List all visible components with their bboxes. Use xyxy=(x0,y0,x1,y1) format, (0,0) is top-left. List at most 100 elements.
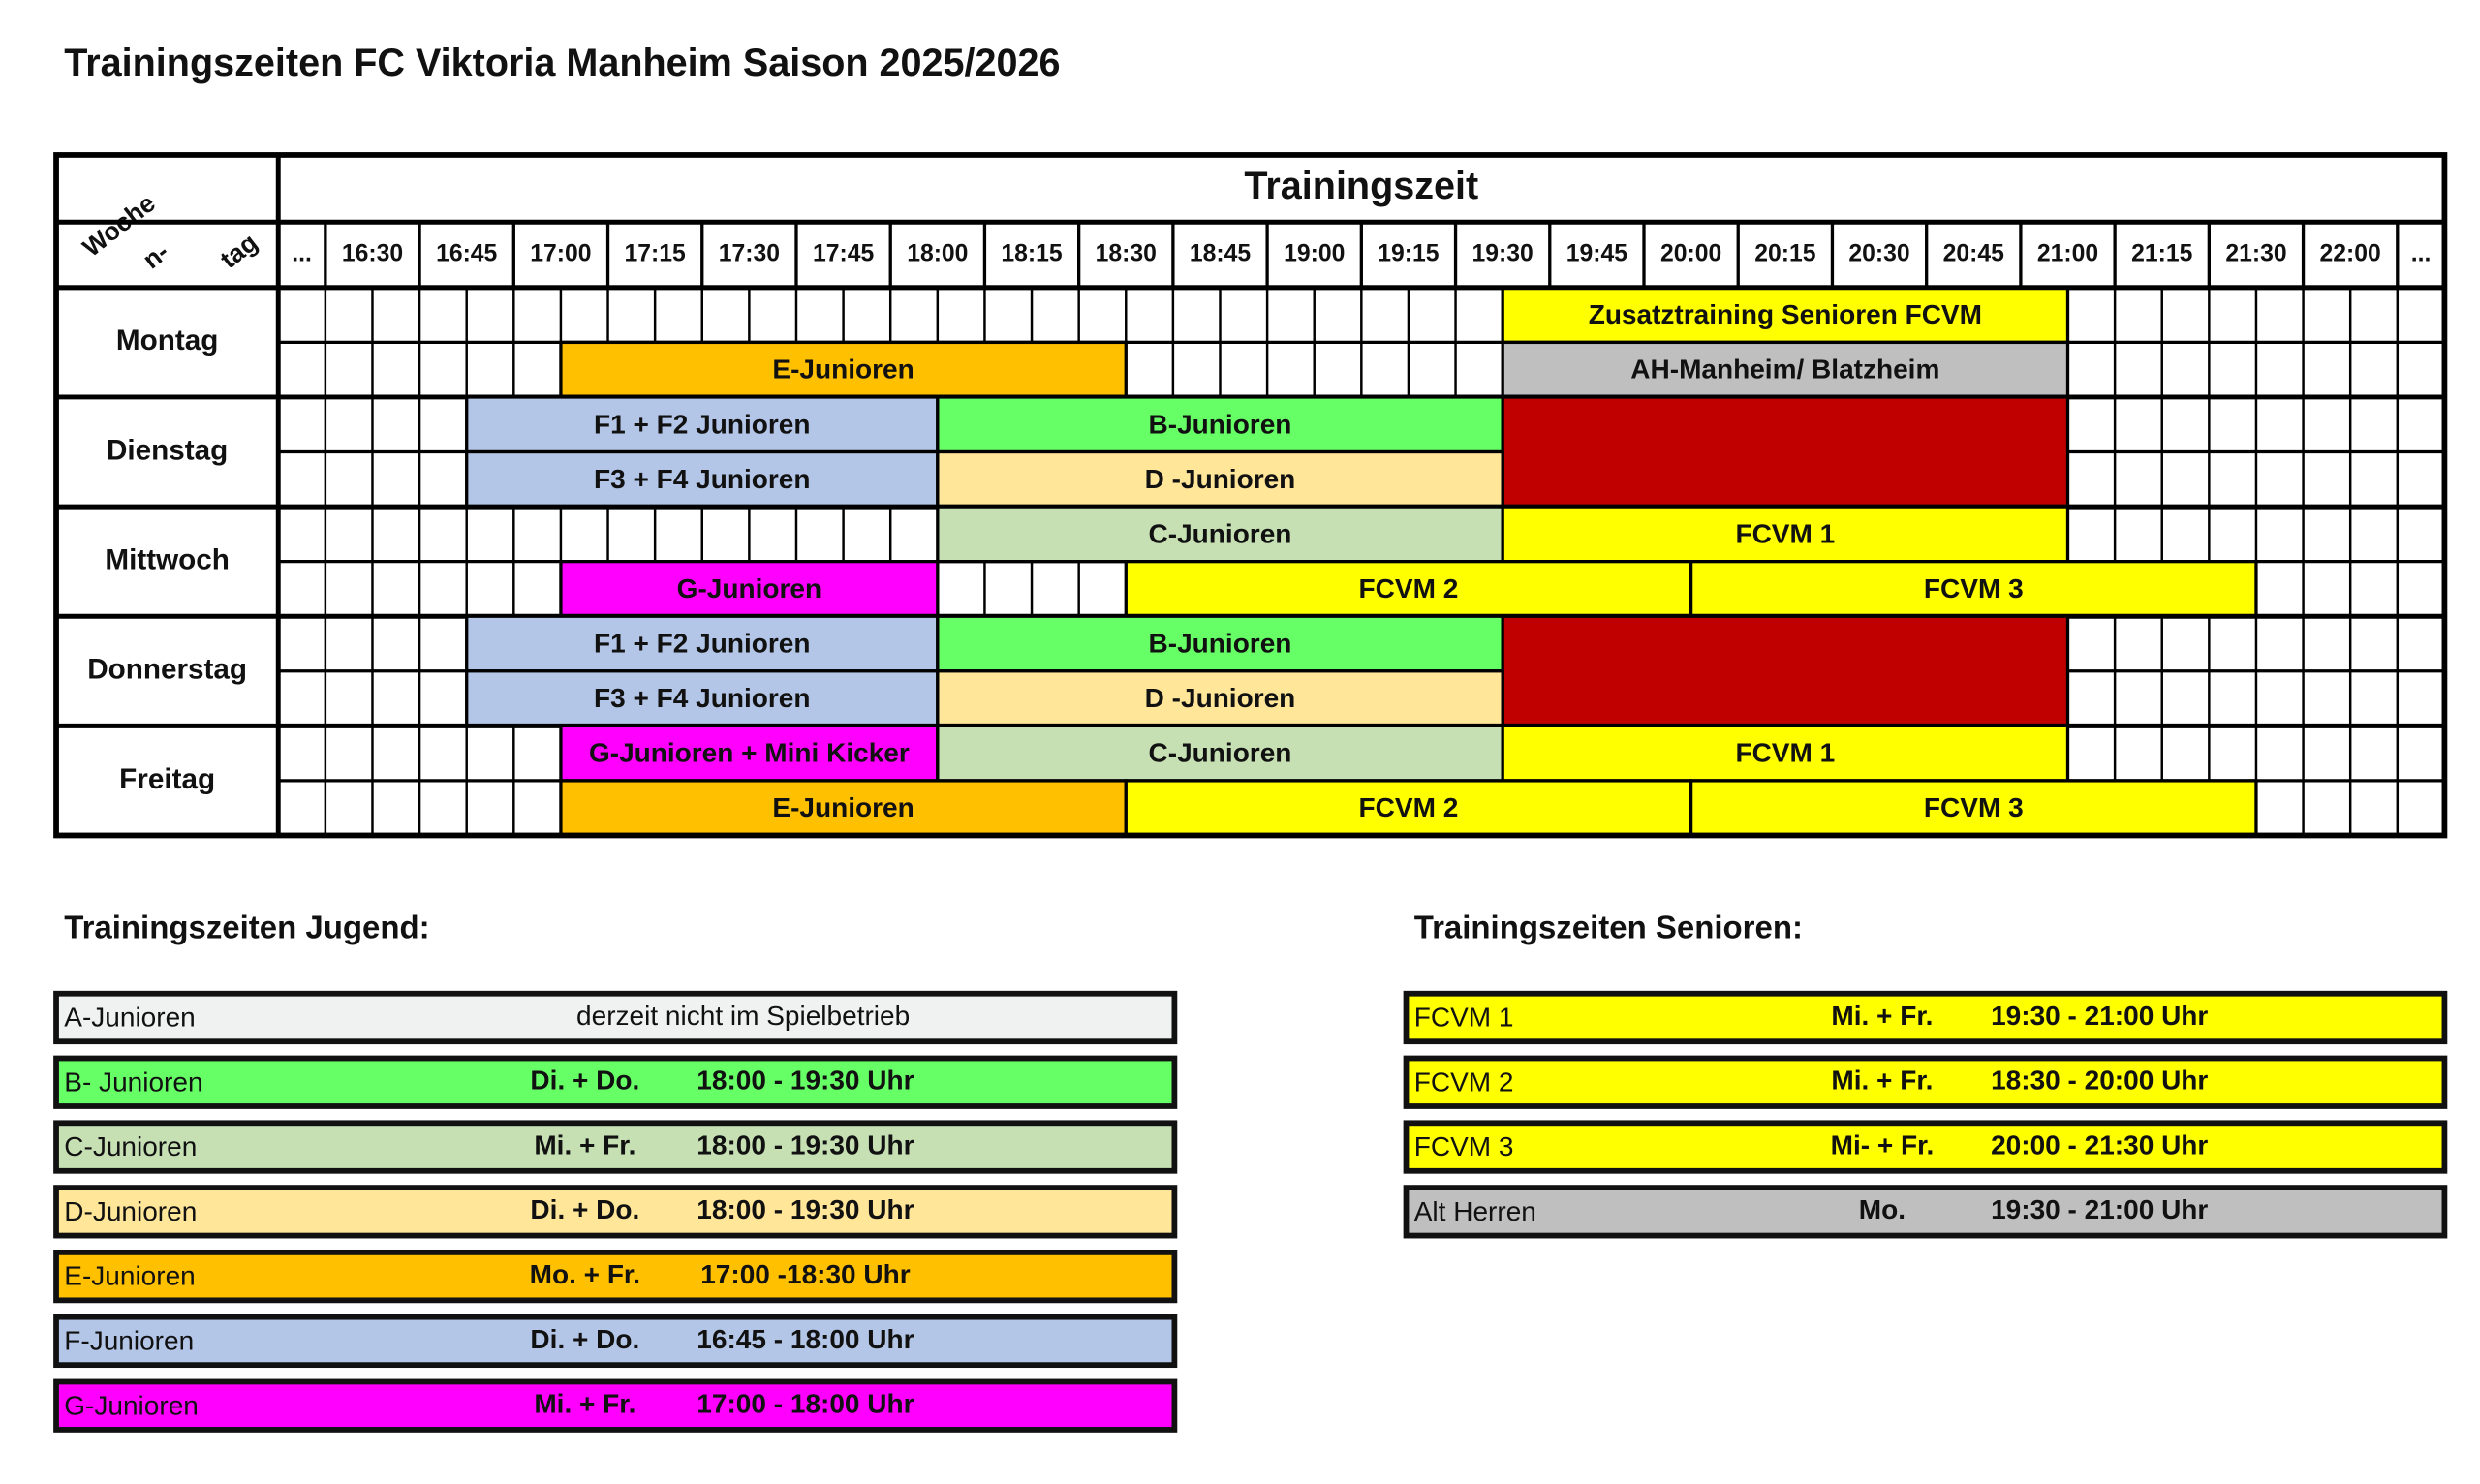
block-label: D -Junioren xyxy=(1145,683,1296,713)
block-label: AH-Manheim/ Blatzheim xyxy=(1630,355,1939,385)
time-label: 21:15 xyxy=(2131,241,2192,267)
page-title: Trainingszeiten FC Viktoria Manheim Sais… xyxy=(64,42,1060,84)
table-frame xyxy=(53,152,2448,839)
training-block xyxy=(936,395,1504,454)
block-label: FCVM 2 xyxy=(1359,573,1459,603)
legend-row xyxy=(53,1120,1178,1174)
time-label: 19:00 xyxy=(1284,241,1345,267)
legend-days: Mo. xyxy=(1859,1194,1906,1224)
legend-days: Mi. + Fr. xyxy=(1831,1001,1933,1031)
time-label: 21:00 xyxy=(2037,241,2098,267)
legend-days: Mi. + Fr. xyxy=(1831,1066,1933,1096)
time-label: 20:45 xyxy=(1943,241,2004,267)
legend-row xyxy=(53,1378,1178,1433)
legend-row xyxy=(1403,990,2448,1045)
legend-time: 17:00 - 18:00 Uhr xyxy=(697,1389,914,1419)
block-label: E-Junioren xyxy=(772,792,914,822)
block-label: FCVM 2 xyxy=(1359,792,1459,822)
time-label: 19:15 xyxy=(1378,241,1439,267)
training-block xyxy=(936,614,1504,673)
legend-name: C-Junioren xyxy=(64,1131,197,1161)
training-block xyxy=(559,779,1128,838)
block-label: C-Junioren xyxy=(1149,518,1292,548)
time-label: 20:15 xyxy=(1754,241,1815,267)
training-block xyxy=(1124,779,1693,838)
time-label: 19:45 xyxy=(1566,241,1628,267)
legend-name: A-Junioren xyxy=(64,1003,195,1033)
time-label: 17:00 xyxy=(530,241,591,267)
training-block xyxy=(1124,560,1693,618)
legend-days: Di. + Do. xyxy=(530,1066,639,1096)
legend-time: 18:00 - 19:30 Uhr xyxy=(697,1129,914,1159)
time-label: 16:30 xyxy=(342,241,403,267)
time-label: 20:00 xyxy=(1660,241,1721,267)
corner-label: n- xyxy=(138,236,174,274)
time-label: 19:30 xyxy=(1472,241,1534,267)
legend-name: B- Junioren xyxy=(64,1067,202,1097)
legend-time: 20:00 - 21:30 Uhr xyxy=(1991,1129,2208,1159)
block-label: C-Junioren xyxy=(1149,738,1292,768)
legend-name: FCVM 1 xyxy=(1414,1003,1514,1033)
legend-time: 18:00 - 19:30 Uhr xyxy=(697,1194,914,1224)
time-label: 18:15 xyxy=(1001,241,1062,267)
block-label: G-Junioren xyxy=(677,573,822,603)
corner-label: tag xyxy=(215,228,264,274)
day-label: Freitag xyxy=(119,763,215,795)
legend-time: 18:00 - 19:30 Uhr xyxy=(697,1066,914,1096)
legend-name: FCVM 3 xyxy=(1414,1131,1514,1161)
block-label: F1 + F2 Junioren xyxy=(594,629,810,659)
block-label: G-Junioren + Mini Kicker xyxy=(589,738,910,768)
legend-time: 16:45 - 18:00 Uhr xyxy=(697,1324,914,1354)
training-block xyxy=(1501,614,2070,727)
training-block xyxy=(559,340,1128,399)
block-label: FCVM 3 xyxy=(1924,792,2024,822)
legend-name: Alt Herren xyxy=(1414,1196,1536,1226)
time-label: 17:15 xyxy=(625,241,686,267)
block-label: FCVM 1 xyxy=(1735,518,1835,548)
block-label: E-Junioren xyxy=(772,355,914,385)
legend-name: E-Junioren xyxy=(64,1261,195,1291)
header-label: Trainingszeit xyxy=(1244,165,1478,207)
legend-row xyxy=(53,990,1178,1045)
time-label: 17:30 xyxy=(719,241,780,267)
time-label: 20:30 xyxy=(1848,241,1909,267)
legend-time: 19:30 - 21:00 Uhr xyxy=(1991,1194,2208,1224)
block-label: D -Junioren xyxy=(1145,464,1296,494)
legend-row xyxy=(53,1249,1178,1304)
block-label: Zusatztraining Senioren FCVM xyxy=(1589,299,1982,329)
training-block xyxy=(1501,395,2070,509)
block-label: F3 + F4 Junioren xyxy=(594,683,810,713)
training-block xyxy=(465,669,940,727)
legend-name: F-Junioren xyxy=(64,1325,194,1355)
training-block xyxy=(559,560,940,618)
legend-name: G-Junioren xyxy=(64,1390,199,1420)
day-label: Mittwoch xyxy=(105,543,230,575)
legend-days: Di. + Do. xyxy=(530,1324,639,1354)
time-label: ... xyxy=(292,241,312,267)
legend-note: derzeit nicht im Spielbetrieb xyxy=(576,1001,910,1031)
legend-time: 18:30 - 20:00 Uhr xyxy=(1991,1066,2208,1096)
time-label: 18:45 xyxy=(1190,241,1251,267)
legend-row xyxy=(1403,1185,2448,1239)
legend-days: Mi. + Fr. xyxy=(534,1129,636,1159)
time-label: 17:45 xyxy=(813,241,874,267)
legend-days: Di. + Do. xyxy=(530,1194,639,1224)
block-label: B-Junioren xyxy=(1149,629,1292,659)
legend-name: D-Junioren xyxy=(64,1196,197,1226)
legend-row xyxy=(1403,1055,2448,1109)
time-label: ... xyxy=(2411,241,2432,267)
legend-days: Mi- + Fr. xyxy=(1831,1129,1935,1159)
day-label: Donnerstag xyxy=(87,654,247,686)
legend-title: Trainingszeiten Senioren: xyxy=(1414,909,1803,944)
training-block xyxy=(1501,505,2070,564)
training-block xyxy=(936,449,1504,509)
legend-row xyxy=(1403,1120,2448,1174)
training-block xyxy=(1501,340,2070,399)
time-label: 18:30 xyxy=(1096,241,1157,267)
legend-row xyxy=(53,1055,1178,1109)
legend-row xyxy=(53,1314,1178,1369)
legend-title: Trainingszeiten Jugend: xyxy=(64,909,429,944)
block-label: B-Junioren xyxy=(1149,409,1292,439)
training-block xyxy=(465,449,940,509)
